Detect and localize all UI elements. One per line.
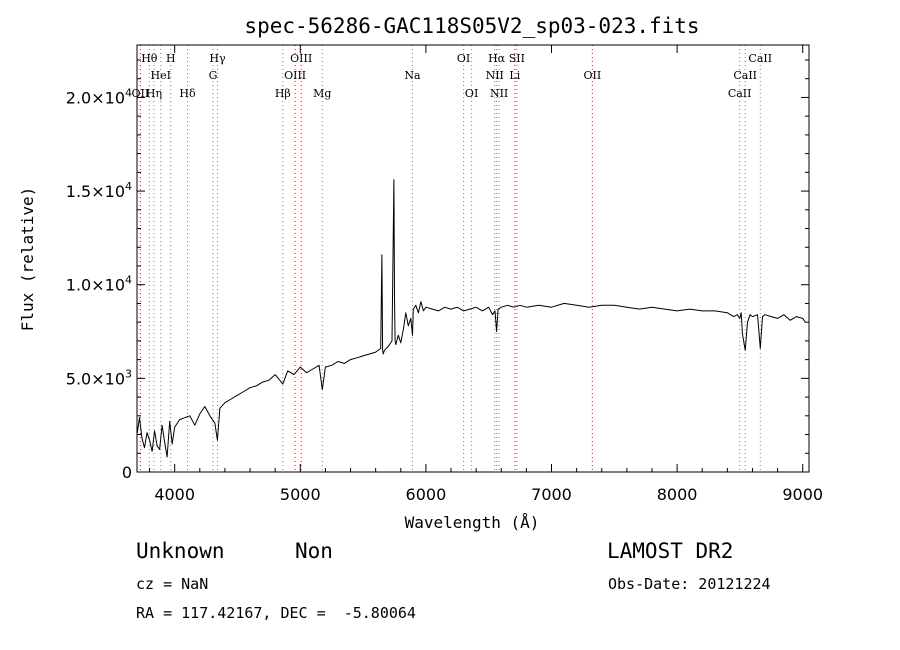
line-label: CaII (728, 87, 752, 100)
chart-title: spec-56286-GAC118S05V2_sp03-023.fits (244, 14, 699, 38)
y-axis-ticks: 0 5.0×103 1.0×104 1.5×104 2.0×104 (66, 59, 809, 482)
line-label: Hδ (179, 87, 196, 100)
x-tick-label: 5000 (280, 485, 321, 504)
line-label: CaII (733, 69, 757, 82)
line-label: OII (132, 87, 150, 100)
spectrum-line (136, 179, 806, 458)
line-label: NII (490, 87, 508, 100)
survey-name: LAMOST DR2 (607, 539, 734, 563)
line-label: Hβ (275, 87, 291, 100)
line-label: CaII (748, 52, 772, 65)
y-tick-label: 1.0×104 (66, 274, 132, 295)
object-class: Unknown (136, 539, 225, 563)
line-label: HeI (151, 69, 171, 82)
emission-line-markers (139, 45, 761, 472)
line-label: OIII (290, 52, 312, 65)
object-subclass: Non (295, 539, 333, 563)
y-tick-label: 2.0×104 (66, 86, 132, 107)
line-label: Mg (313, 87, 331, 100)
x-tick-label: 9000 (782, 485, 823, 504)
y-tick-label: 0 (122, 463, 132, 482)
line-label: Na (404, 69, 421, 82)
line-label: OI (457, 52, 470, 65)
line-label: G (209, 69, 218, 82)
x-tick-label: 6000 (406, 485, 447, 504)
x-axis-title: Wavelength (Å) (405, 513, 540, 532)
line-label: OIII (284, 69, 306, 82)
coordinates: RA = 117.42167, DEC = -5.80064 (136, 604, 416, 622)
y-axis-title: Flux (relative) (18, 187, 37, 332)
x-tick-label: 4000 (154, 485, 195, 504)
line-label: Hθ (141, 52, 158, 65)
x-axis-ticks: 4000 5000 6000 7000 8000 9000 (149, 45, 823, 504)
observation-date: Obs-Date: 20121224 (608, 575, 771, 593)
line-label: Hη (146, 87, 162, 100)
spectrum-series (136, 179, 806, 458)
y-tick-label: 5.0×103 (66, 367, 132, 388)
plot-frame (136, 44, 810, 473)
line-label: NII (486, 69, 504, 82)
y-tick-label: 1.5×104 (66, 180, 132, 201)
x-tick-label: 8000 (657, 485, 698, 504)
redshift-cz: cz = NaN (136, 575, 209, 593)
line-label: OI (465, 87, 478, 100)
x-tick-label: 7000 (531, 485, 572, 504)
line-label: OII (583, 69, 601, 82)
line-label: Hα (488, 52, 506, 65)
line-label: Li (509, 69, 520, 82)
line-label: H (166, 52, 176, 65)
line-label: SII (509, 52, 525, 65)
line-label: Hγ (209, 52, 226, 65)
